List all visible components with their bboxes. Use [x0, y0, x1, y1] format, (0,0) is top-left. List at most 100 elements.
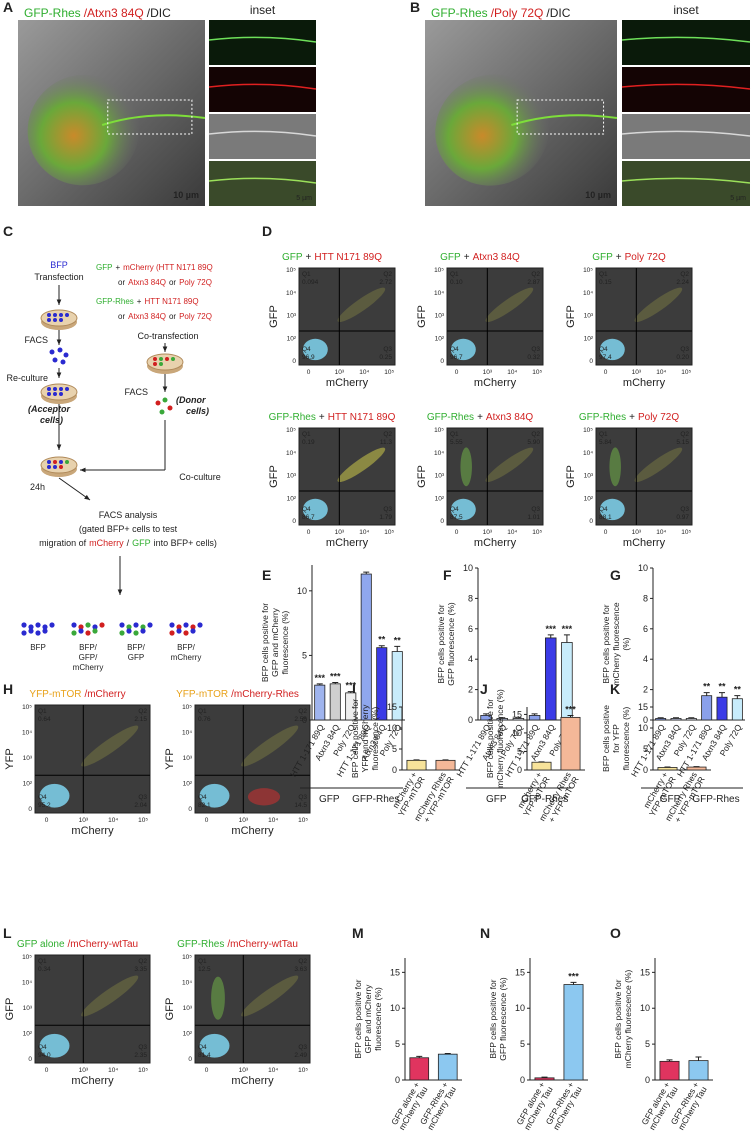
inset-image [622, 114, 750, 159]
y-tick-label: 10 [387, 723, 397, 733]
quadrant-name: Q2 [680, 271, 689, 278]
panel-letter: K [610, 681, 620, 697]
y-tick-label: 10⁵ [583, 267, 593, 274]
y-tick-label: 10⁴ [434, 290, 444, 297]
quadrant-name: Q1 [38, 958, 47, 965]
quadrant-name: Q1 [450, 431, 459, 438]
text-segment: (Acceptor [28, 404, 71, 414]
x-axis-label: mCherry [474, 537, 517, 549]
cell [52, 357, 58, 363]
y-tick-label: 10⁵ [286, 267, 296, 274]
y-tick-label: 10⁵ [583, 427, 593, 434]
y-axis-label: BFP cells positive for [353, 979, 363, 1058]
cell [119, 630, 125, 636]
y-tick-label: 0 [188, 806, 192, 813]
diagram-text: cells) [186, 406, 209, 416]
cell [176, 624, 182, 630]
quadrant-name: Q3 [531, 346, 540, 353]
text-segment: YFP-mTOR [29, 689, 81, 700]
inset-neurite [621, 177, 751, 184]
panel-letter: O [610, 925, 621, 941]
outcome-label: GFP [128, 653, 144, 662]
x-tick-label: 10⁵ [384, 369, 394, 376]
cell [59, 392, 63, 396]
x-tick-label: 0 [307, 369, 311, 376]
text-segment: GFP-Rhes [427, 412, 474, 423]
facs-plot [34, 954, 151, 1064]
quadrant-name: Q4 [198, 1044, 207, 1051]
quadrant-value: 2.72 [379, 279, 392, 286]
y-tick-label: 8 [643, 593, 648, 603]
text-segment: FACS [24, 335, 48, 345]
cell [60, 359, 66, 365]
x-axis-label: mCherry [326, 377, 369, 389]
x-tick-label: 10⁵ [298, 1067, 308, 1074]
y-tick-label: 15 [638, 702, 648, 712]
y-tick-label: 5 [517, 746, 522, 756]
error-bar [332, 682, 339, 684]
quadrant-name: Q2 [383, 431, 392, 438]
quadrant-value: 87.5 [450, 514, 463, 521]
bar [685, 718, 697, 721]
y-tick-label: 10⁵ [182, 954, 192, 961]
culture-dish-top [146, 353, 184, 371]
y-tick-label: 0 [395, 1075, 400, 1085]
y-axis-label: BFP cells positive for [350, 699, 360, 778]
text-segment: + [319, 412, 325, 423]
group-label: GFP [486, 794, 507, 805]
y-tick-label: 10⁴ [434, 450, 444, 457]
diagram-text: FACS [24, 335, 48, 345]
error-bar [719, 692, 725, 698]
bar [670, 718, 682, 721]
quadrant-value: 0.10 [450, 279, 463, 286]
inset-neurite [621, 130, 751, 137]
bar [731, 698, 743, 721]
text-segment: GFP-Rhes [24, 6, 81, 20]
y-tick-label: 10 [638, 723, 648, 733]
quadrant-value: 0.094 [302, 279, 319, 286]
cell [126, 624, 132, 630]
cell [140, 628, 146, 634]
text-segment: + [115, 263, 120, 272]
quadrant-value: 0.34 [38, 966, 51, 973]
text-segment: Re-culture [6, 373, 48, 383]
text-segment: GFP-Rhes [431, 6, 488, 20]
x-tick-label: 10³ [632, 369, 642, 376]
y-tick-label: 0 [468, 715, 473, 725]
quadrant-value: 5.55 [450, 439, 463, 446]
x-tick-label: 0 [45, 1067, 49, 1074]
cell [159, 409, 165, 415]
text-segment: GFP-Rhes [96, 297, 134, 306]
arrow-head [56, 444, 62, 450]
quadrant-name: Q4 [450, 346, 459, 353]
x-tick-label: 0 [45, 817, 49, 824]
y-axis-label: GFP [164, 998, 176, 1021]
quadrant-name: Q2 [531, 431, 540, 438]
cell [53, 318, 57, 322]
cell [35, 630, 41, 636]
cell [140, 624, 146, 630]
y-tick-label: 0 [589, 358, 593, 365]
text-segment: + [306, 252, 312, 263]
cell-population [302, 338, 328, 361]
x-tick-label: 10⁵ [384, 529, 394, 536]
y-tick-label: 0 [188, 1056, 192, 1063]
y-tick-label: 10⁴ [583, 290, 593, 297]
bar [688, 1060, 709, 1081]
diagram-text: (Donor [176, 395, 206, 405]
error-bar [363, 571, 370, 575]
arrow-head [84, 494, 90, 500]
panel-letter: E [262, 567, 271, 583]
x-tick-label: 10⁵ [138, 817, 148, 824]
quadrant-name: Q3 [138, 1044, 147, 1051]
cell-population [599, 498, 625, 521]
inset-neurite [208, 83, 317, 90]
text-segment: Poly 72Q [179, 312, 212, 321]
quadrant-value: 2.49 [294, 1052, 307, 1059]
error-bar [378, 645, 385, 648]
cell [197, 622, 203, 628]
text-segment: /mCherry [84, 689, 125, 700]
x-axis-label: mCherry [71, 1075, 114, 1087]
y-tick-label: 10⁵ [22, 954, 32, 961]
